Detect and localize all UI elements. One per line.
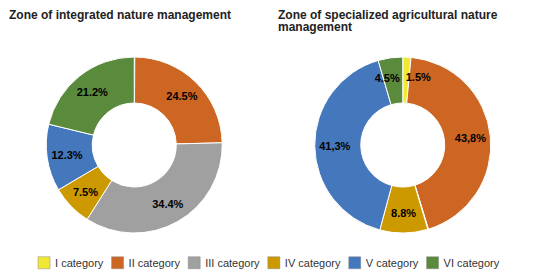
svg-text:24.5%: 24.5% [166, 90, 197, 102]
svg-text:12.3%: 12.3% [51, 149, 82, 161]
svg-text:Zone of specialized agricultur: Zone of specialized agricultural nature [278, 8, 498, 22]
svg-text:I category: I category [55, 257, 104, 269]
svg-text:IV category: IV category [285, 257, 341, 269]
svg-text:Zone of integrated nature mana: Zone of integrated nature management [9, 8, 231, 22]
svg-text:VI category: VI category [444, 257, 500, 269]
svg-text:4.5%: 4.5% [375, 72, 400, 84]
svg-text:III category: III category [205, 257, 260, 269]
svg-text:34.4%: 34.4% [152, 198, 183, 210]
svg-text:7.5%: 7.5% [73, 186, 98, 198]
svg-text:41,3%: 41,3% [319, 140, 350, 152]
svg-text:V category: V category [366, 257, 419, 269]
svg-text:II category: II category [129, 257, 181, 269]
svg-text:8.8%: 8.8% [391, 207, 416, 219]
svg-text:43,8%: 43,8% [455, 132, 486, 144]
svg-text:1.5%: 1.5% [406, 71, 431, 83]
svg-text:management: management [278, 20, 352, 34]
svg-text:21.2%: 21.2% [77, 86, 108, 98]
